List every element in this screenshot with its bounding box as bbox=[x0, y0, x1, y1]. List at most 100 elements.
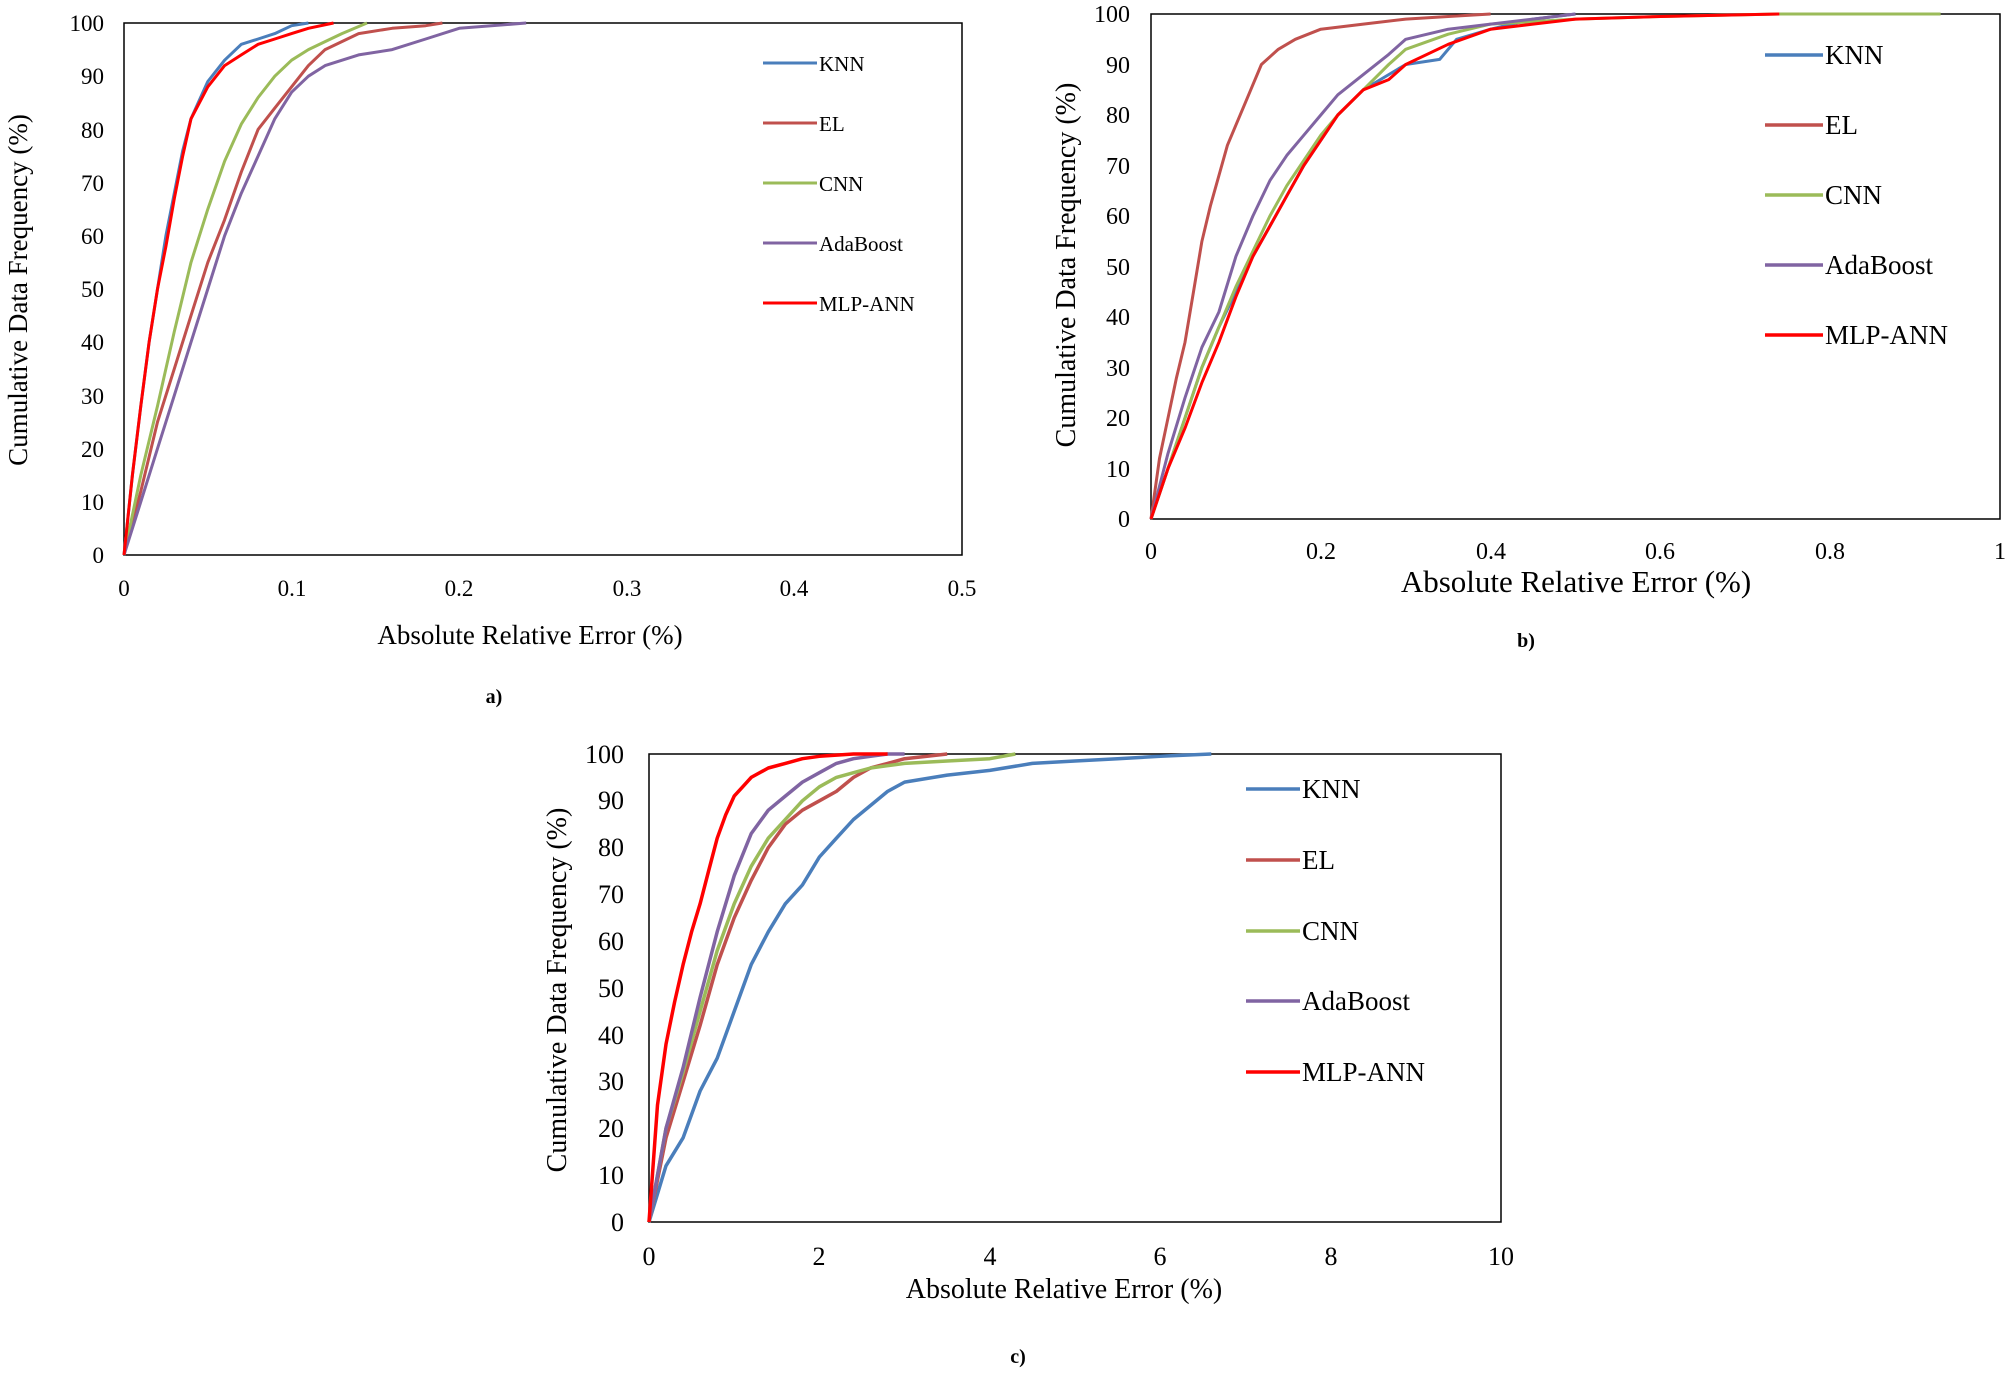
panel-label-b: b) bbox=[1517, 630, 1535, 652]
y-tick-label: 0 bbox=[1118, 507, 1130, 533]
x-ticks-c: 0 2 4 6 8 10 bbox=[643, 1242, 1515, 1271]
legend-label-el: EL bbox=[1302, 845, 1335, 875]
x-tick-label: 0.2 bbox=[445, 576, 474, 601]
y-tick-label: 60 bbox=[1106, 204, 1130, 230]
x-tick-label: 0 bbox=[118, 576, 130, 601]
plot-frame-b bbox=[1150, 13, 2001, 520]
legend-label-adaboost: AdaBoost bbox=[1825, 250, 1933, 280]
y-tick-label: 30 bbox=[81, 384, 104, 409]
panel-label-a: a) bbox=[486, 686, 503, 708]
legend-label-adaboost: AdaBoost bbox=[1302, 986, 1410, 1016]
series-lines-a bbox=[122, 21, 527, 556]
legend-c: KNN EL CNN AdaBoost MLP-ANN bbox=[1246, 774, 1425, 1087]
y-tick-label: 60 bbox=[598, 927, 624, 956]
y-tick-label: 20 bbox=[81, 437, 104, 462]
x-axis-title-a: Absolute Relative Error (%) bbox=[377, 620, 682, 650]
x-tick-label: 0.6 bbox=[1645, 539, 1675, 565]
y-tick-label: 100 bbox=[585, 740, 624, 769]
y-tick-label: 50 bbox=[598, 974, 624, 1003]
y-tick-label: 70 bbox=[1106, 154, 1130, 180]
legend-label-el: EL bbox=[1825, 110, 1858, 140]
y-axis-title-a: Cumulative Data Frequency (%) bbox=[3, 114, 33, 466]
y-tick-label: 90 bbox=[81, 64, 104, 89]
x-tick-label: 2 bbox=[813, 1242, 826, 1271]
chart-a: 0 10 20 30 40 50 60 70 80 90 100 0 0.1 0… bbox=[3, 11, 976, 708]
y-ticks-c: 0 10 20 30 40 50 60 70 80 90 100 bbox=[585, 740, 624, 1237]
y-tick-label: 0 bbox=[611, 1208, 624, 1237]
y-tick-label: 40 bbox=[598, 1021, 624, 1050]
series-line-cnn bbox=[122, 21, 368, 556]
series-line-el bbox=[1149, 12, 1491, 520]
legend-label-mlp-ann: MLP-ANN bbox=[1302, 1057, 1425, 1087]
x-tick-label: 4 bbox=[984, 1242, 997, 1271]
y-tick-label: 40 bbox=[81, 330, 104, 355]
y-tick-label: 100 bbox=[70, 11, 105, 36]
x-tick-label: 0 bbox=[643, 1242, 656, 1271]
legend-label-knn: KNN bbox=[1302, 774, 1361, 804]
y-ticks-a: 0 10 20 30 40 50 60 70 80 90 100 bbox=[70, 11, 105, 568]
x-tick-label: 0.3 bbox=[613, 576, 642, 601]
legend-label-mlp-ann: MLP-ANN bbox=[819, 292, 915, 316]
series-line-cnn bbox=[1149, 12, 1941, 520]
series-line-adaboost bbox=[122, 21, 527, 556]
legend-label-el: EL bbox=[819, 112, 845, 136]
x-tick-label: 10 bbox=[1488, 1242, 1514, 1271]
y-tick-label: 0 bbox=[93, 543, 105, 568]
y-tick-label: 50 bbox=[1106, 255, 1130, 281]
series-line-cnn bbox=[647, 752, 1016, 1223]
y-tick-label: 60 bbox=[81, 224, 104, 249]
x-tick-label: 0.5 bbox=[948, 576, 977, 601]
x-tick-label: 0 bbox=[1145, 539, 1157, 565]
x-tick-label: 0.4 bbox=[1476, 539, 1506, 565]
y-tick-label: 50 bbox=[81, 277, 104, 302]
y-tick-label: 10 bbox=[1106, 457, 1130, 483]
y-ticks-b: 0 10 20 30 40 50 60 70 80 90 100 bbox=[1094, 2, 1130, 533]
series-line-mlp-ann bbox=[647, 752, 888, 1223]
x-ticks-a: 0 0.1 0.2 0.3 0.4 0.5 bbox=[118, 576, 976, 601]
series-line-adaboost bbox=[647, 752, 905, 1223]
chart-b: 0 10 20 30 40 50 60 70 80 90 100 0 0.2 0… bbox=[1051, 2, 2006, 652]
x-tick-label: 0.2 bbox=[1306, 539, 1336, 565]
y-tick-label: 80 bbox=[598, 833, 624, 862]
legend-a: KNN EL CNN AdaBoost MLP-ANN bbox=[763, 52, 915, 316]
x-tick-label: 6 bbox=[1154, 1242, 1167, 1271]
y-tick-label: 20 bbox=[1106, 406, 1130, 432]
series-line-mlp-ann bbox=[1149, 12, 1780, 520]
y-tick-label: 70 bbox=[81, 171, 104, 196]
y-tick-label: 70 bbox=[598, 880, 624, 909]
y-tick-label: 10 bbox=[598, 1161, 624, 1190]
panel-label-c: c) bbox=[1010, 1346, 1026, 1368]
y-axis-title-b: Cumulative Data Frequency (%) bbox=[1051, 83, 1082, 448]
legend-label-cnn: CNN bbox=[819, 172, 863, 196]
x-tick-label: 0.1 bbox=[278, 576, 307, 601]
y-axis-title-c: Cumulative Data Frequency (%) bbox=[542, 808, 573, 1173]
x-tick-label: 8 bbox=[1325, 1242, 1338, 1271]
legend-label-cnn: CNN bbox=[1825, 180, 1882, 210]
legend-label-mlp-ann: MLP-ANN bbox=[1825, 320, 1948, 350]
y-tick-label: 100 bbox=[1094, 2, 1130, 28]
x-tick-label: 0.8 bbox=[1815, 539, 1845, 565]
plot-frame-a bbox=[123, 22, 963, 556]
y-tick-label: 40 bbox=[1106, 305, 1130, 331]
x-axis-title-c: Absolute Relative Error (%) bbox=[906, 1274, 1222, 1305]
y-tick-label: 80 bbox=[1106, 103, 1130, 129]
x-ticks-b: 0 0.2 0.4 0.6 0.8 1 bbox=[1145, 539, 2006, 565]
legend-label-knn: KNN bbox=[819, 52, 865, 76]
series-line-adaboost bbox=[1149, 12, 1576, 520]
series-line-el bbox=[122, 21, 443, 556]
legend-label-adaboost: AdaBoost bbox=[819, 232, 903, 256]
x-tick-label: 0.4 bbox=[780, 576, 809, 601]
x-axis-title-b: Absolute Relative Error (%) bbox=[1401, 564, 1751, 599]
x-tick-label: 1 bbox=[1994, 539, 2006, 565]
series-line-knn bbox=[647, 752, 1212, 1223]
y-tick-label: 20 bbox=[598, 1114, 624, 1143]
legend-label-cnn: CNN bbox=[1302, 916, 1359, 946]
y-tick-label: 80 bbox=[81, 118, 104, 143]
y-tick-label: 30 bbox=[598, 1067, 624, 1096]
y-tick-label: 90 bbox=[598, 786, 624, 815]
chart-c: 0 10 20 30 40 50 60 70 80 90 100 0 2 4 6… bbox=[542, 740, 1514, 1368]
legend-b: KNN EL CNN AdaBoost MLP-ANN bbox=[1765, 40, 1948, 350]
series-lines-c bbox=[647, 752, 1212, 1223]
series-lines-b bbox=[1149, 12, 1941, 520]
